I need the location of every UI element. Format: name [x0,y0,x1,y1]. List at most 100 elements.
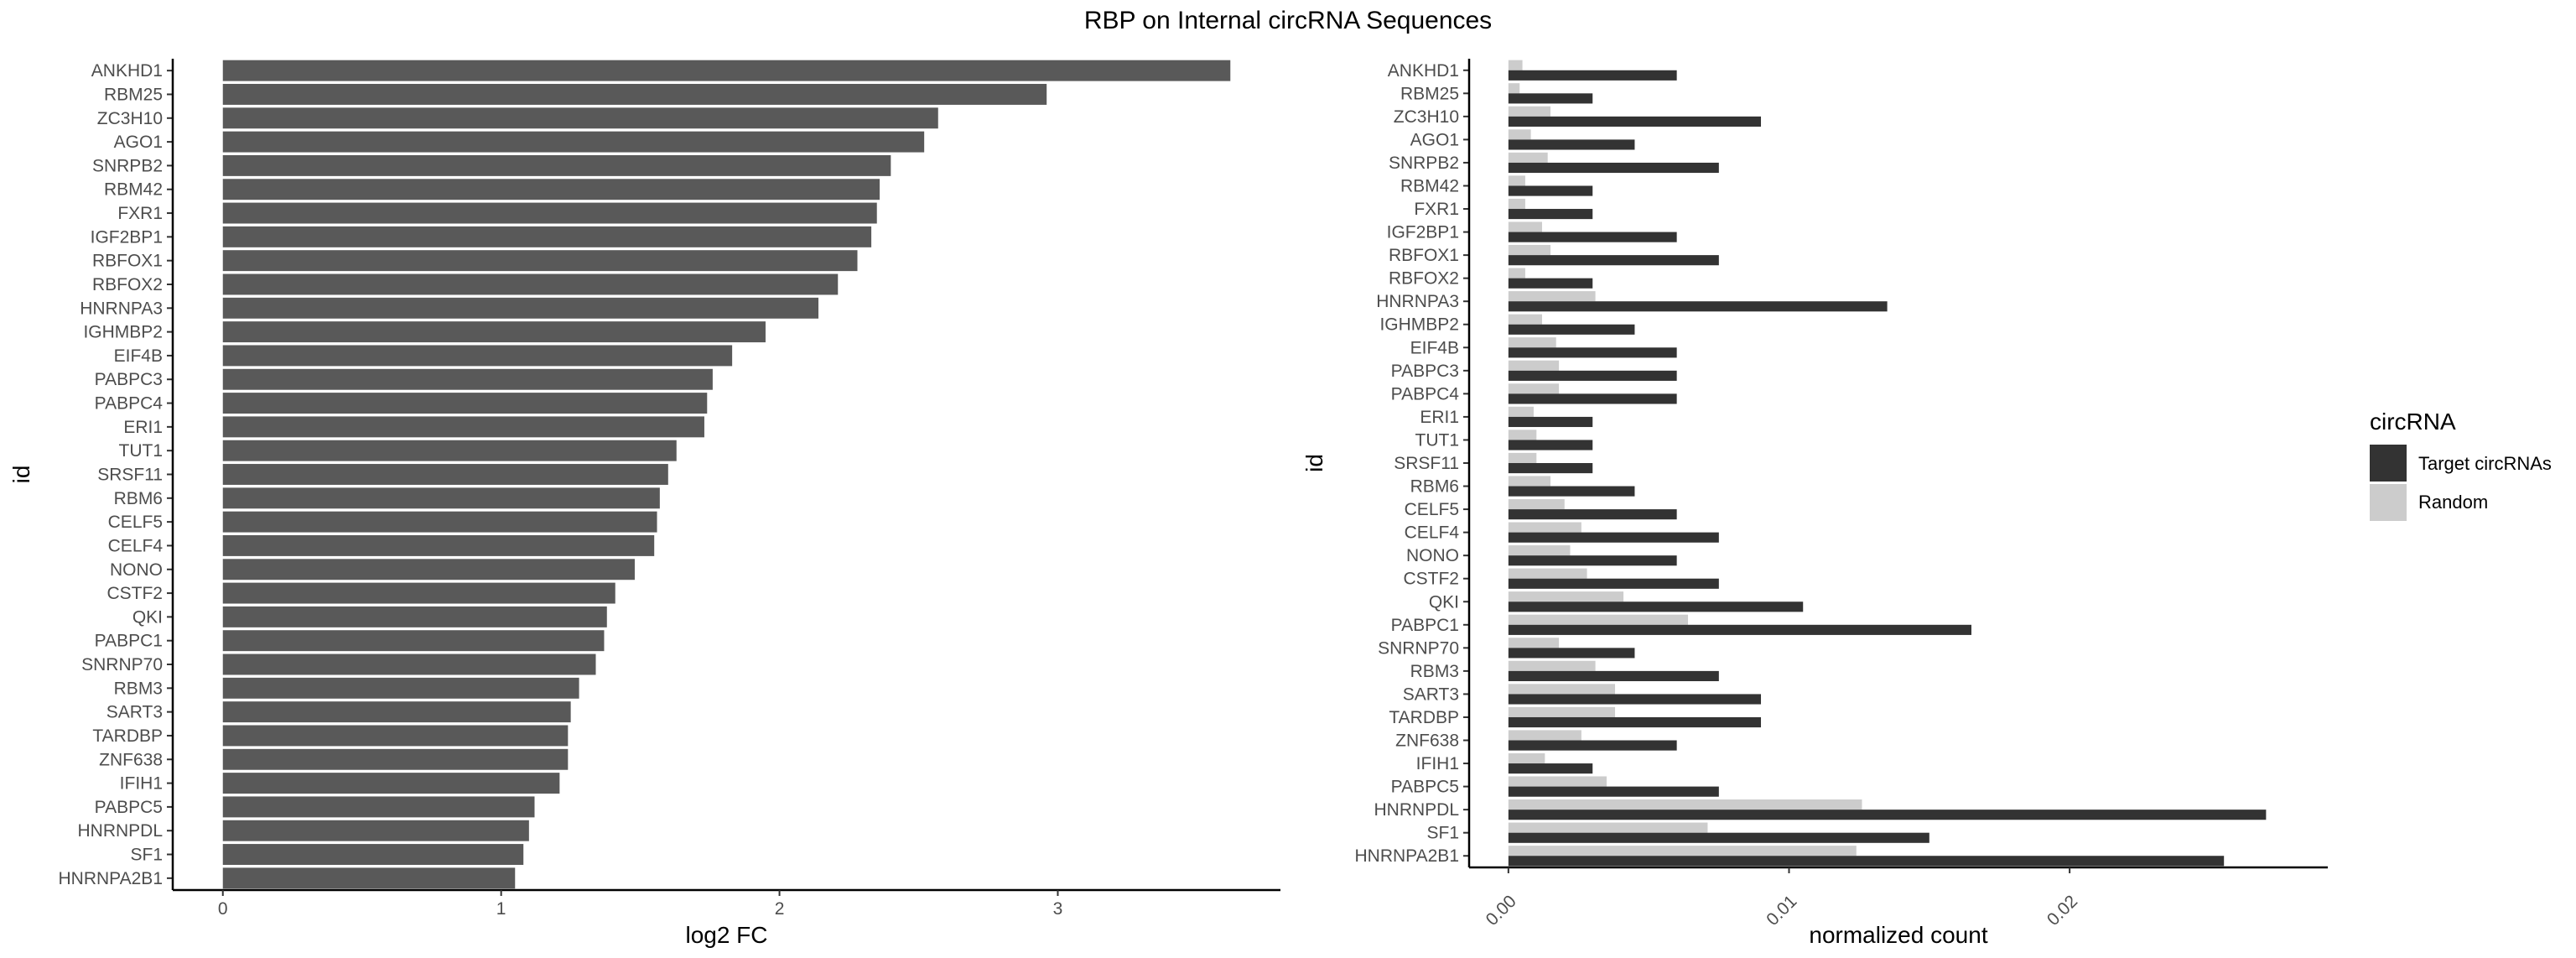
y-tick-label-celf5: CELF5 [108,513,163,532]
bar-target-eri1 [1508,416,1593,428]
bar-random-ifih1 [1508,752,1545,764]
legend-key-random [2370,484,2407,521]
bar-sf1 [222,844,524,865]
bar-igf2bp1 [222,226,872,247]
bar-random-fxr1 [1508,198,1525,210]
bar-random-nono [1508,545,1571,556]
bar-random-eif4b [1508,337,1556,348]
bar-target-ago1 [1508,139,1635,150]
bar-random-snrnp70 [1508,638,1560,648]
y-tick-label-rbm3: RBM3 [1410,662,1459,681]
y-tick-label-tardbp: TARDBP [1389,708,1459,727]
bar-target-sf1 [1508,832,1929,843]
bar-random-rbfox1 [1508,244,1551,256]
bar-target-cstf2 [1508,578,1719,589]
y-tick-label-pabpc4: PABPC4 [1391,384,1460,404]
bar-tut1 [222,440,677,461]
y-tick-label-rbm42: RBM42 [104,180,163,200]
y-tick-label-tut1: TUT1 [119,441,164,461]
y-tick-label-hnrnpa2b1: HNRNPA2B1 [1355,846,1459,866]
y-tick-label-celf4: CELF4 [108,536,164,555]
bar-ifih1 [222,773,560,794]
x-axis-title: log2 FC [685,922,767,948]
y-tick-label-ankhd1: ANKHD1 [91,61,163,81]
y-tick-label-rbm42: RBM42 [1400,176,1459,195]
y-tick-label-rbm25: RBM25 [1400,84,1459,103]
y-tick-label-eri1: ERI1 [1420,408,1459,427]
bar-target-tardbp [1508,716,1762,728]
y-tick-label-ankhd1: ANKHD1 [1388,61,1459,81]
y-tick-label-celf4: CELF4 [1405,523,1460,543]
y-tick-label-rbfox2: RBFOX2 [92,275,163,294]
y-tick-label-pabpc3: PABPC3 [1391,362,1459,381]
x-tick-label: 1 [496,899,506,919]
bar-random-ankhd1 [1508,60,1523,70]
bar-random-hnrnpa3 [1508,291,1596,302]
bar-hnrnpdl [222,820,529,841]
y-tick-label-nono: NONO [110,560,163,580]
y-tick-label-snrnp70: SNRNP70 [81,655,163,674]
bar-random-pabpc3 [1508,360,1560,371]
x-tick-label: 0 [218,899,228,919]
y-tick-label-cstf2: CSTF2 [106,584,163,603]
bar-rbm42 [222,179,880,200]
bar-zc3h10 [222,107,938,129]
bar-fxr1 [222,202,877,224]
y-axis-title: id [1301,454,1327,472]
bar-target-igf2bp1 [1508,232,1677,242]
bar-rbm6 [222,487,660,509]
y-tick-label-znf638: ZNF638 [99,750,163,769]
bar-eri1 [222,416,704,438]
bar-random-rbm25 [1508,83,1520,94]
y-tick-label-sf1: SF1 [130,846,163,865]
y-tick-label-igf2bp1: IGF2BP1 [91,227,163,247]
y-tick-label-hnrnpa3: HNRNPA3 [1376,292,1459,311]
y-tick-label-nono: NONO [1406,546,1459,565]
legend: circRNA Target circRNAs Random [2370,409,2552,521]
bar-pabpc1 [222,630,605,652]
bar-celf4 [222,534,655,556]
bar-target-snrpb2 [1508,162,1719,174]
y-tick-label-ifih1: IFIH1 [120,774,163,794]
bar-rbm3 [222,677,579,699]
bar-srsf11 [222,464,668,485]
bar-pabpc4 [222,393,708,414]
bar-celf5 [222,511,657,533]
y-tick-label-tardbp: TARDBP [92,726,163,746]
y-tick-label-hnrnpdl: HNRNPDL [77,821,163,841]
bar-random-celf4 [1508,522,1581,533]
bar-target-snrnp70 [1508,648,1635,659]
bar-random-rbm3 [1508,660,1596,671]
y-tick-label-ifih1: IFIH1 [1416,754,1459,773]
bar-tardbp [222,725,569,747]
bar-snrnp70 [222,653,596,675]
bar-random-rbm6 [1508,476,1551,487]
bar-target-pabpc3 [1508,370,1677,381]
bar-random-sf1 [1508,822,1708,833]
y-tick-label-qki: QKI [1429,592,1459,612]
bar-target-rbm42 [1508,185,1593,196]
bar-eif4b [222,345,733,367]
legend-key-target [2370,445,2407,482]
y-tick-label-eif4b: EIF4B [1410,338,1459,357]
bar-random-pabpc5 [1508,776,1607,787]
bar-random-znf638 [1508,730,1581,741]
y-tick-label-eif4b: EIF4B [114,346,163,366]
bar-random-snrpb2 [1508,152,1548,163]
y-tick-label-pabpc3: PABPC3 [95,370,163,389]
bar-rbfox2 [222,273,839,295]
y-tick-label-eri1: ERI1 [123,418,163,437]
y-tick-label-ago1: AGO1 [1410,130,1459,149]
y-tick-label-rbm25: RBM25 [104,85,163,104]
y-tick-label-rbm6: RBM6 [114,489,163,508]
plot-title: RBP on Internal circRNA Sequences [1084,7,1492,34]
bar-random-zc3h10 [1508,106,1551,117]
y-tick-label-snrpb2: SNRPB2 [1389,154,1459,173]
bar-znf638 [222,748,569,770]
y-tick-label-pabpc1: PABPC1 [95,632,163,651]
bar-random-ago1 [1508,129,1531,140]
bar-target-celf4 [1508,532,1719,543]
bar-target-rbm25 [1508,93,1593,104]
y-tick-label-snrnp70: SNRNP70 [1378,638,1459,658]
